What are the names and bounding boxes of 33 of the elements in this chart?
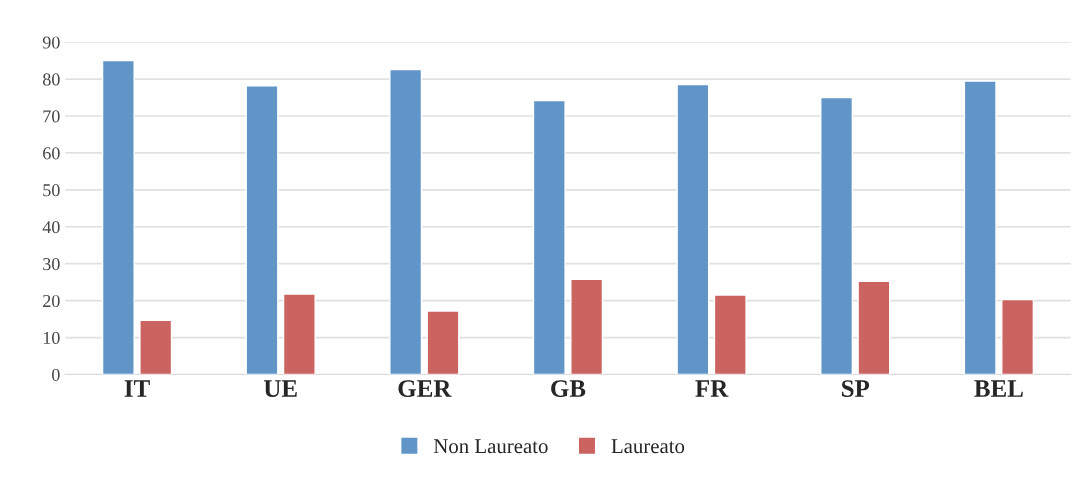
- bar: [963, 80, 997, 375]
- bar: [282, 293, 316, 375]
- bar: [820, 96, 854, 375]
- bar: [101, 59, 135, 375]
- bar: [857, 280, 891, 375]
- x-tick-label: BEL: [974, 380, 1023, 397]
- bar: [532, 99, 566, 375]
- bar: [676, 83, 710, 375]
- bar: [389, 68, 423, 375]
- bar: [570, 278, 604, 375]
- legend-label: Laureato: [611, 439, 685, 454]
- x-tick-label: FR: [695, 380, 729, 397]
- bar: [139, 319, 173, 375]
- bar: [1001, 298, 1035, 375]
- y-tick-label: 90: [42, 36, 60, 49]
- y-tick-label: 0: [52, 368, 60, 381]
- y-tick-label: 50: [43, 184, 60, 197]
- x-tick-label: UE: [263, 380, 297, 397]
- x-tick-label: IT: [124, 380, 150, 397]
- y-tick-label: 80: [42, 73, 60, 86]
- x-tick-label: GB: [551, 380, 586, 397]
- bar: [245, 85, 279, 375]
- y-tick-label: 40: [42, 221, 60, 234]
- y-tick-label: 30: [43, 257, 60, 271]
- bar: [426, 310, 460, 375]
- x-tick-label: GER: [398, 380, 452, 397]
- y-tick-label: 20: [43, 294, 60, 308]
- y-tick-label: 10: [43, 331, 60, 344]
- bar: [713, 294, 747, 375]
- y-tick-label: 60: [43, 147, 60, 160]
- y-tick-label: 70: [43, 110, 60, 123]
- legend-label: Non Laureato: [433, 439, 548, 454]
- x-tick-label: SP: [841, 380, 870, 397]
